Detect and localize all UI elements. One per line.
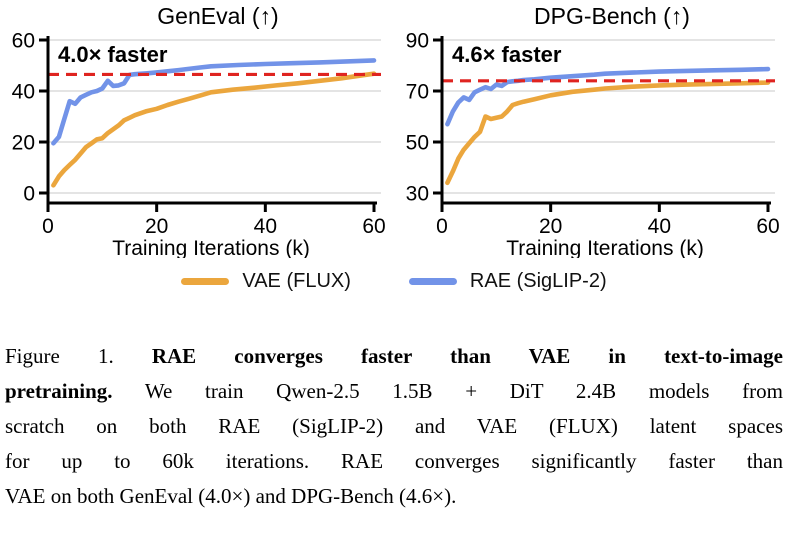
vae-flux-line [445, 80, 771, 186]
speedup-annotation: 4.0× faster [58, 42, 168, 67]
speedup-annotation: 4.6× faster [452, 42, 562, 67]
caption-line: VAE on both GenEval (4.0×) and DPG-Bench… [5, 479, 783, 514]
caption-line: Figure 1. RAE converges faster than VAE … [5, 339, 783, 374]
x-tick-label: 20 [145, 215, 168, 238]
rae-siglip-2-line [51, 58, 377, 146]
dpg-bench-chart-svg: DPG-Bench (↑) 4.6× faster 30 50 70 90 0 20 40 60 T… [406, 3, 780, 258]
x-tick-label: 0 [436, 215, 448, 238]
y-tick-label: 70 [406, 81, 429, 104]
y-tick-label: 90 [406, 30, 429, 53]
x-tick-label: 0 [42, 215, 54, 238]
legend: VAE (FLUX) RAE (SigLIP-2) [0, 270, 788, 293]
x-tick-label: 40 [254, 215, 277, 238]
vae-flux-line [51, 71, 377, 188]
caption-text: scratch on both RAE (SigLIP-2) and VAE (… [5, 414, 783, 438]
rae-siglip2-line-swatch [408, 278, 457, 285]
chart-title: GenEval (↑) [157, 3, 278, 29]
geneval-chart-svg: GenEval (↑) 4.0× faster 0 20 40 60 0 20 40 60 Trai… [12, 3, 386, 258]
x-axis-label: Training Iterations (k) [112, 237, 310, 258]
legend-item-rae-siglip2: RAE (SigLIP-2) [408, 270, 607, 293]
caption-text: for up to 60k iterations. RAE converges … [5, 449, 783, 473]
caption-bold-text: RAE converges faster than VAE in text-to… [151, 344, 783, 368]
chart-dpg-bench: DPG-Bench (↑) 4.6× faster 30 50 70 90 0 20 40 60 T… [394, 0, 788, 258]
legend-item-vae-flux: VAE (FLUX) [181, 270, 351, 293]
y-tick-label: 60 [12, 30, 35, 53]
x-tick-label: 40 [648, 215, 671, 238]
y-tick-label: 40 [12, 81, 35, 104]
charts-row: GenEval (↑) 4.0× faster 0 20 40 60 0 20 40 60 Trai… [0, 0, 788, 258]
caption-text: Figure 1. [5, 344, 114, 368]
y-tick-label: 30 [406, 183, 429, 206]
caption-line: pretraining. We train Qwen-2.5 1.5B + Di… [5, 374, 783, 409]
y-tick-label: 0 [23, 183, 35, 206]
x-tick-label: 60 [362, 215, 385, 238]
figure-caption: Figure 1. RAE converges faster than VAE … [0, 339, 788, 514]
legend-label-rae-siglip2: RAE (SigLIP-2) [469, 270, 607, 292]
chart-title: DPG-Bench (↑) [534, 3, 690, 29]
x-axis-label: Training Iterations (k) [506, 237, 704, 258]
chart-geneval: GenEval (↑) 4.0× faster 0 20 40 60 0 20 40 60 Trai… [0, 0, 394, 258]
legend-label-vae-flux: VAE (FLUX) [242, 270, 351, 292]
caption-text: VAE on both GenEval (4.0×) and DPG-Bench… [5, 484, 457, 508]
x-tick-label: 60 [756, 215, 779, 238]
vae-flux-line-swatch [181, 278, 230, 285]
x-tick-label: 20 [539, 215, 562, 238]
caption-line: scratch on both RAE (SigLIP-2) and VAE (… [5, 409, 783, 444]
y-tick-label: 50 [406, 132, 429, 155]
caption-line: for up to 60k iterations. RAE converges … [5, 444, 783, 479]
caption-text: We train Qwen-2.5 1.5B + DiT 2.4B models… [144, 379, 783, 403]
caption-bold-text: pretraining. [5, 379, 113, 403]
y-tick-label: 20 [12, 132, 35, 155]
